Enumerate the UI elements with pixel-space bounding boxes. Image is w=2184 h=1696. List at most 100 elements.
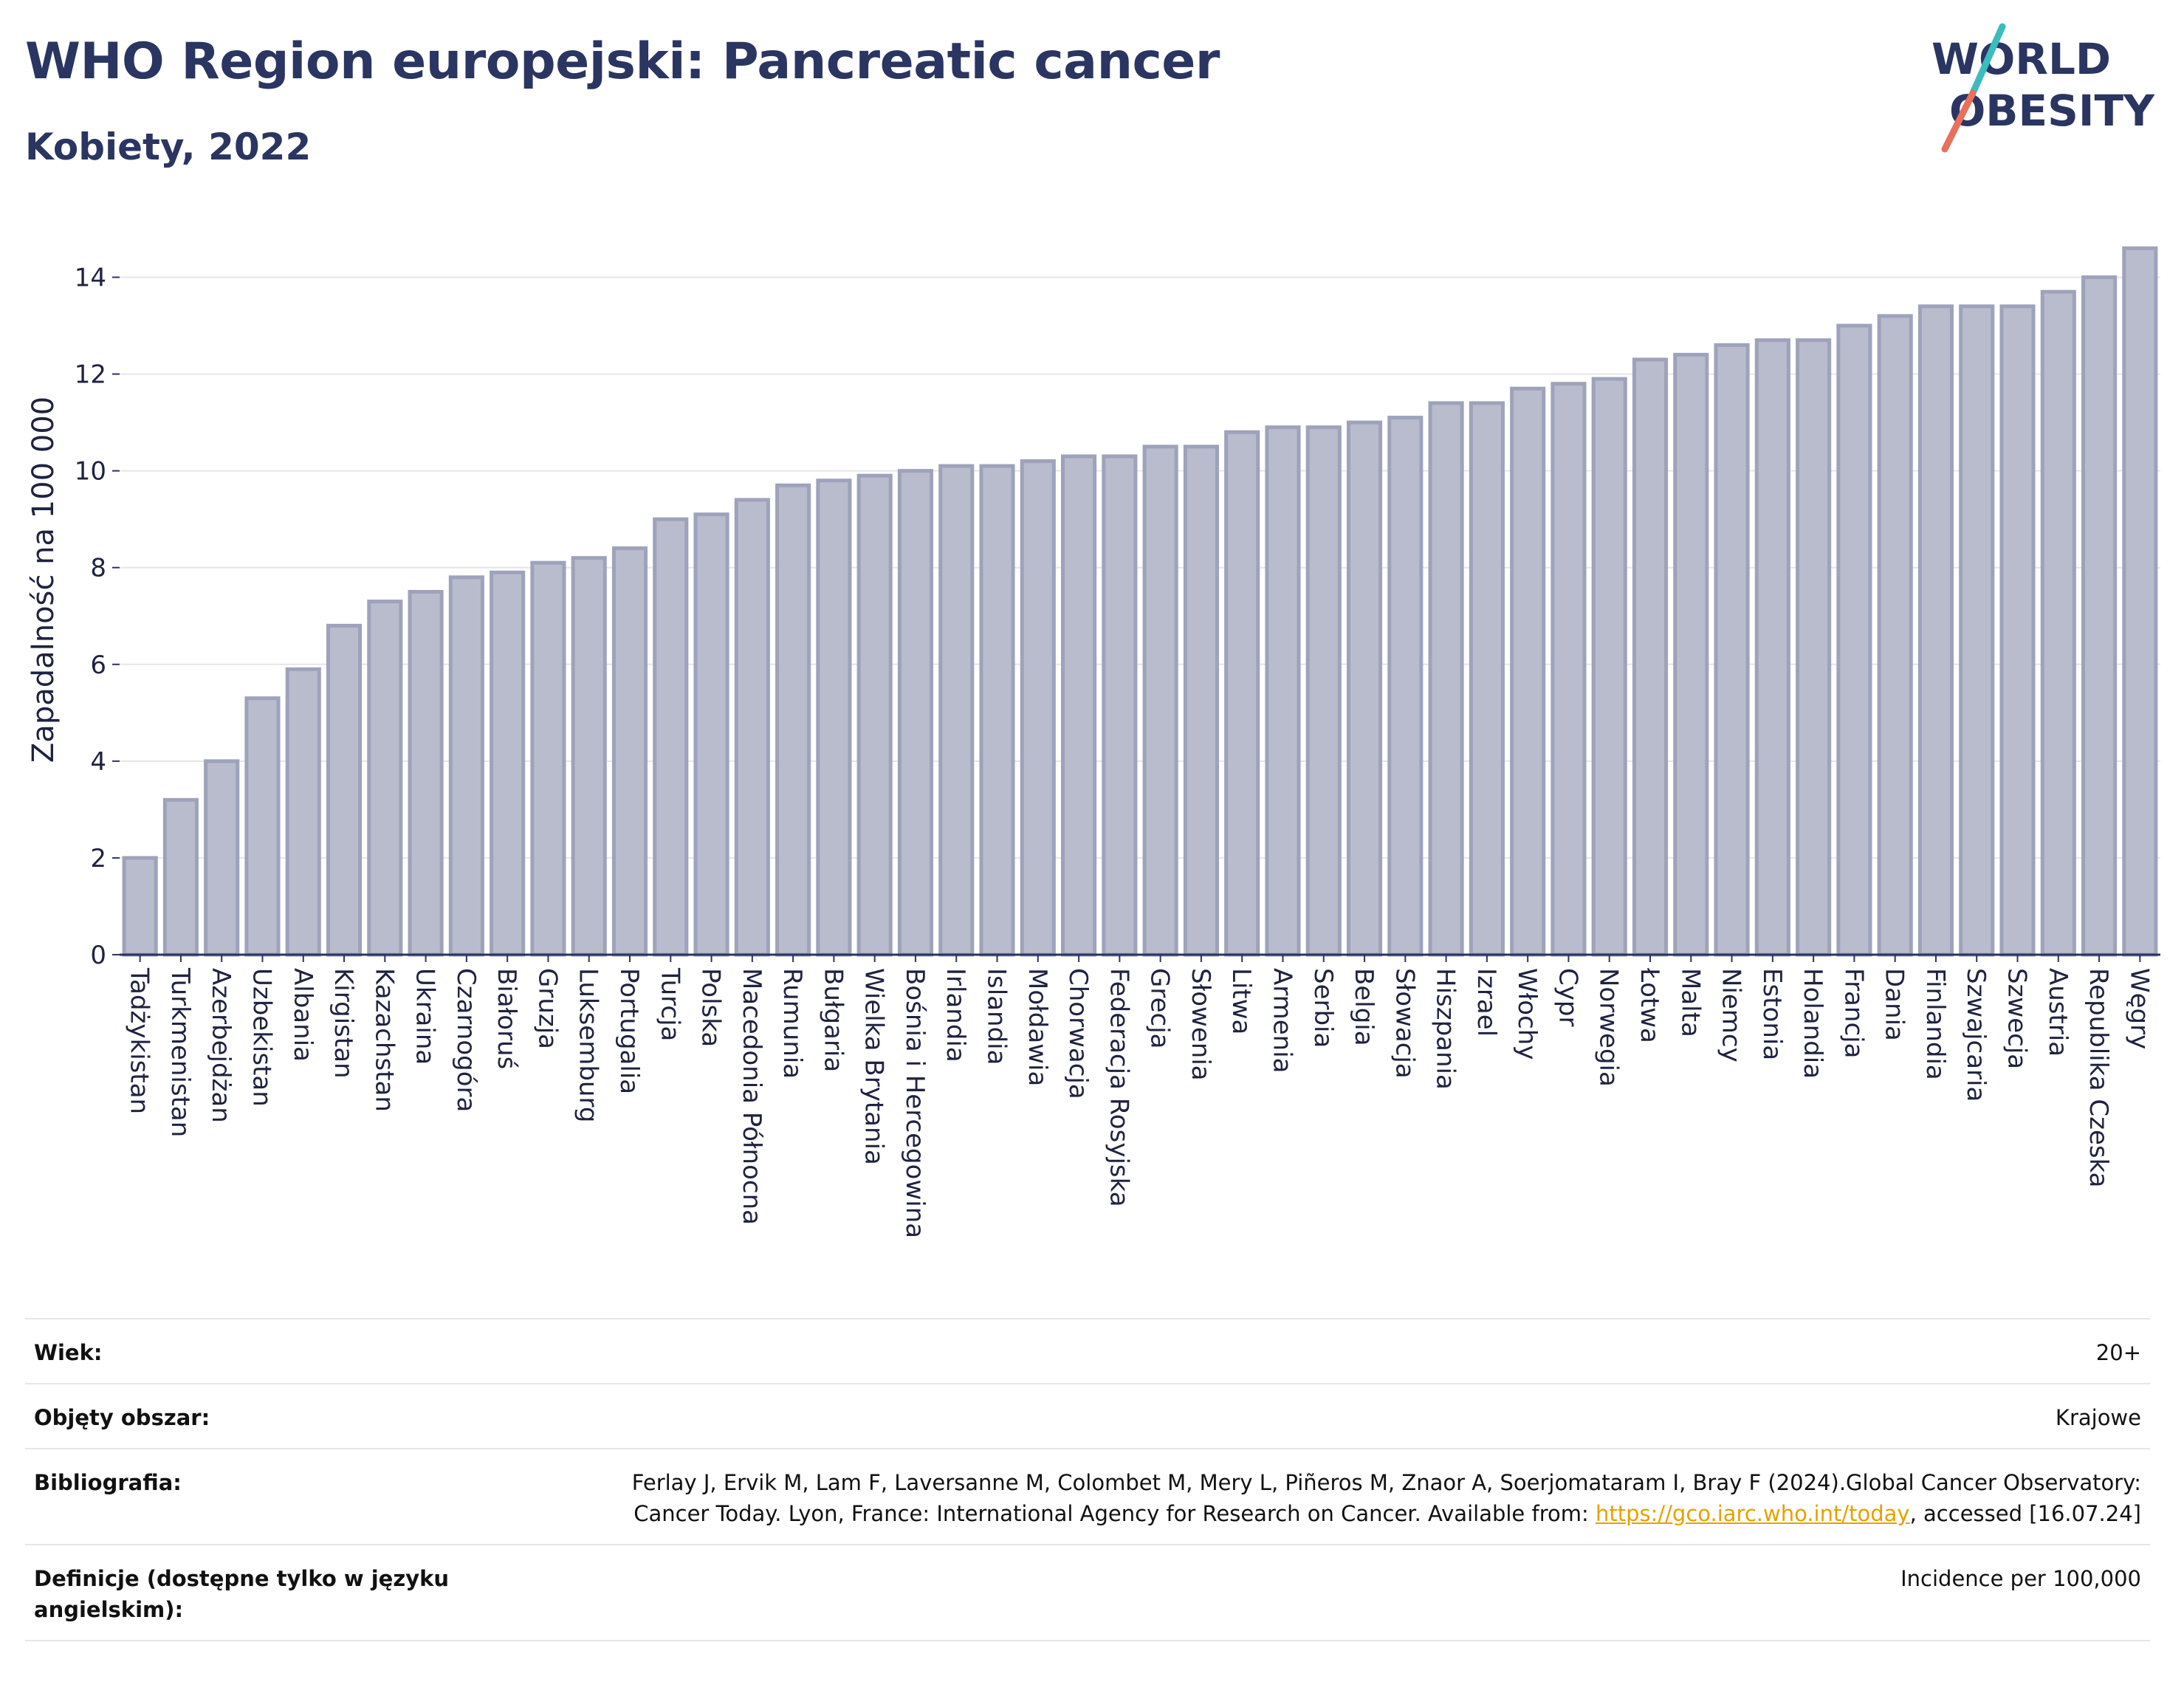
x-tick-label: Albania [288,968,317,1062]
x-tick-label: Hiszpania [1431,968,1460,1090]
bars [122,246,2158,957]
bar-3[interactable] [244,696,281,957]
bar-41[interactable] [1796,338,1832,957]
bar-17[interactable] [816,478,852,957]
x-tick-label: Francja [1838,968,1868,1058]
y-tick-label: 12 [75,360,106,390]
bar-35[interactable] [1551,382,1587,957]
x-tick-label: Portugalia [614,968,644,1094]
bar-42[interactable] [1836,323,1872,957]
x-tick-label: Gruzja [532,968,562,1049]
x-tick-label: Norwegia [1594,968,1624,1087]
x-tick-label: Azerbejdżan [206,968,236,1123]
x-tick-label: Mołdawia [1023,968,1052,1086]
world-obesity-logo: WORLD OBESITY [1931,23,2155,153]
bar-47[interactable] [2040,289,2076,957]
bar-24[interactable] [1102,454,1138,957]
bar-45[interactable] [1959,304,1995,957]
x-tick-label: Irlandia [941,968,970,1062]
x-tick-label: Bośnia i Hercegowina [900,968,930,1238]
bar-8[interactable] [448,575,484,957]
definitions-value: Incidence per 100,000 [1900,1566,2141,1591]
bar-32[interactable] [1428,401,1464,957]
bar-33[interactable] [1469,401,1505,957]
bar-chart: 0 2 4 6 8 10 12 14 Tadżykistan Turkmenistan Azerb… [27,246,2160,1238]
x-tick-label: Izrael [1472,968,1501,1037]
x-tick-label: Słowacja [1390,968,1419,1079]
bar-22[interactable] [1020,459,1056,957]
bar-38[interactable] [1673,352,1709,957]
bar-27[interactable] [1224,430,1260,957]
logo-line1: WORLD [1931,34,2111,84]
age-label: Wiek: [34,1340,103,1365]
coverage-value: Krajowe [2055,1405,2141,1430]
bar-20[interactable] [938,464,975,957]
bar-30[interactable] [1346,420,1383,957]
bar-21[interactable] [979,464,1015,957]
bar-16[interactable] [775,483,811,957]
bar-34[interactable] [1510,386,1546,957]
bar-12[interactable] [611,546,648,957]
x-tick-label: Niemcy [1717,968,1746,1062]
x-tick-label: Dania [1880,968,1909,1041]
page-subtitle: Kobiety, 2022 [25,126,312,168]
bar-39[interactable] [1714,343,1750,957]
x-tick-label: Czarnogóra [451,968,481,1112]
bar-29[interactable] [1305,425,1342,957]
x-tick-label: Chorwacja [1063,968,1093,1099]
bar-19[interactable] [897,469,934,957]
bar-0[interactable] [122,856,158,957]
bar-6[interactable] [367,600,403,957]
y-tick-label: 14 [75,264,106,293]
bar-31[interactable] [1387,416,1424,957]
source-link[interactable]: https://gco.iarc.who.int/today [1595,1501,1910,1526]
bar-46[interactable] [1999,304,2036,957]
x-tick-label: Macedonia Północna [737,968,766,1225]
bar-10[interactable] [530,560,566,957]
x-tick-label: Holandia [1798,968,1827,1079]
x-tick-label: Republika Czeska [2084,968,2113,1188]
bar-9[interactable] [490,570,526,957]
bar-1[interactable] [162,797,199,957]
bar-26[interactable] [1183,444,1219,957]
bar-23[interactable] [1061,454,1097,957]
bar-49[interactable] [2122,246,2158,957]
y-tick-label: 2 [90,844,106,873]
y-tick-label: 0 [90,941,106,970]
bar-15[interactable] [734,498,770,957]
x-tick-label: Belgia [1349,968,1378,1046]
bibliography-value: Ferlay J, Ervik M, Lam F, Laversanne M, … [591,1467,2141,1529]
bar-36[interactable] [1591,377,1627,957]
bar-7[interactable] [408,590,444,957]
bar-4[interactable] [285,667,321,957]
bibliography-label: Bibliografia: [34,1470,182,1495]
page-title: WHO Region europejski: Pancreatic cancer [25,32,1220,91]
bar-48[interactable] [2081,275,2118,957]
y-axis-ticks: 0 2 4 6 8 10 12 14 [75,264,120,970]
bar-44[interactable] [1917,304,1954,957]
x-tick-label: Białoruś [492,968,521,1069]
bar-2[interactable] [204,759,240,957]
bar-37[interactable] [1632,357,1669,957]
coverage-label: Objęty obszar: [34,1405,210,1430]
x-tick-label: Szwecja [2002,968,2032,1069]
bar-40[interactable] [1754,338,1790,957]
x-tick-label: Cypr [1553,968,1582,1026]
y-tick-label: 10 [75,457,106,487]
info-row-bibliography: Bibliografia: Ferlay J, Ervik M, Lam F, … [25,1448,2150,1544]
bar-25[interactable] [1142,444,1178,957]
bar-13[interactable] [653,517,689,957]
bar-5[interactable] [326,623,363,957]
info-row-definitions: Definicje (dostępne tylko w języku angie… [25,1544,2150,1641]
bar-14[interactable] [693,512,729,957]
bar-28[interactable] [1265,425,1301,957]
age-value: 20+ [2095,1340,2141,1365]
y-tick-label: 4 [90,747,106,777]
bar-18[interactable] [856,473,893,957]
x-tick-label: Słowenia [1186,968,1215,1081]
bar-43[interactable] [1877,314,1913,957]
x-tick-label: Grecja [1145,968,1175,1048]
x-tick-label: Polska [696,968,726,1047]
bar-11[interactable] [571,556,607,957]
x-tick-label: Bułgaria [818,968,848,1072]
